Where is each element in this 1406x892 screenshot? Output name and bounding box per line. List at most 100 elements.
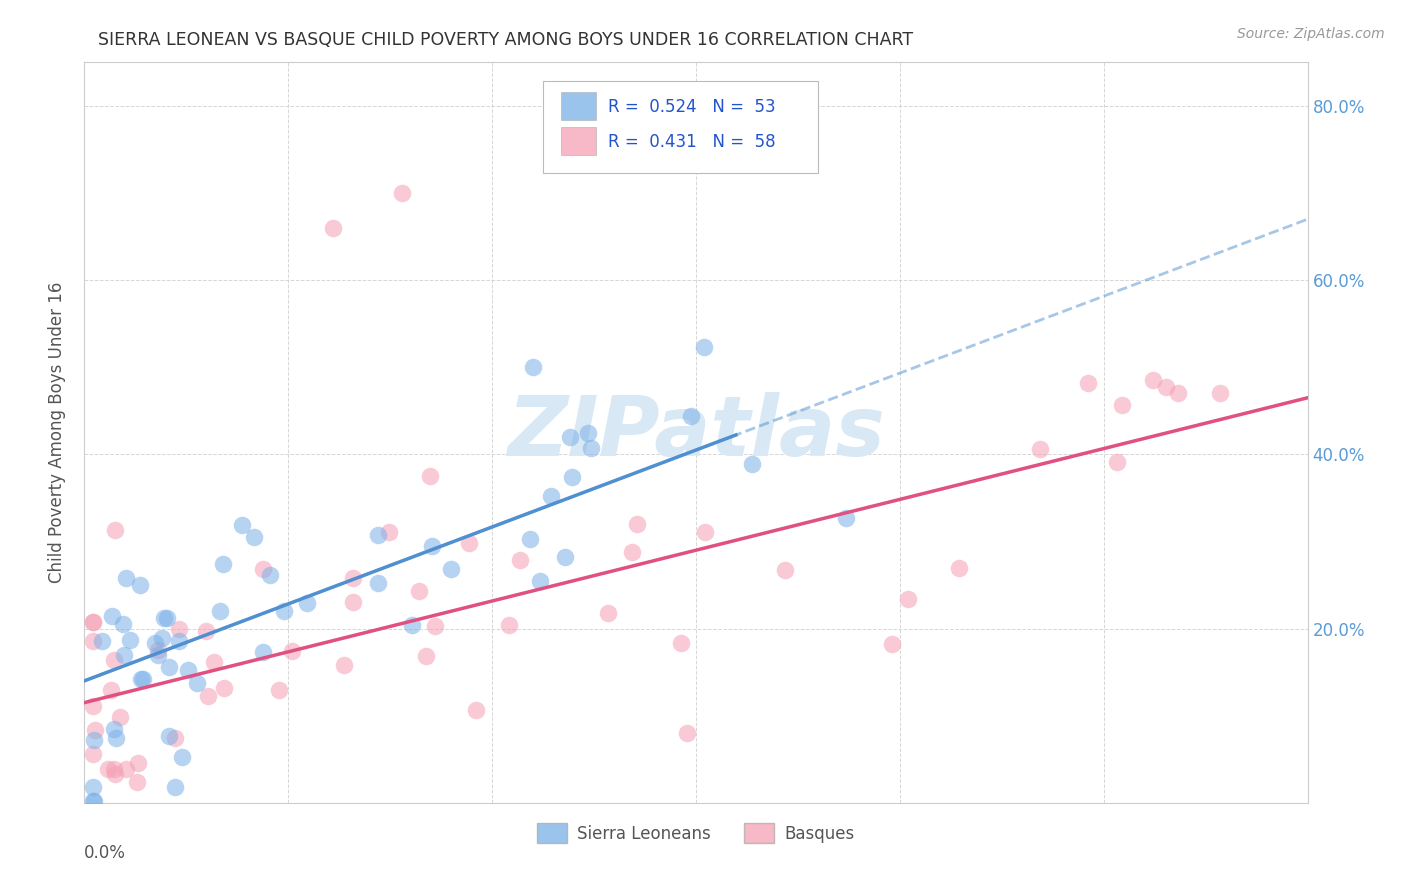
Point	[669, 636, 692, 650]
Text: SIERRA LEONEAN VS BASQUE CHILD POVERTY AMONG BOYS UNDER 16 CORRELATION CHART: SIERRA LEONEAN VS BASQUE CHILD POVERTY A…	[98, 31, 914, 49]
Point	[83, 794, 105, 808]
Point	[197, 689, 219, 703]
Point	[103, 762, 125, 776]
Point	[83, 732, 105, 747]
Point	[82, 747, 104, 761]
Point	[342, 571, 364, 585]
Text: 0.0%: 0.0%	[84, 844, 127, 862]
Point	[186, 676, 208, 690]
Point	[948, 560, 970, 574]
Point	[208, 604, 231, 618]
Point	[157, 729, 180, 743]
Point	[522, 360, 544, 375]
Point	[103, 767, 125, 781]
Point	[84, 723, 107, 737]
Point	[157, 660, 180, 674]
Point	[1154, 380, 1177, 394]
Point	[112, 648, 135, 663]
Point	[626, 516, 648, 531]
Point	[693, 524, 716, 539]
Point	[100, 683, 122, 698]
Point	[1209, 386, 1232, 401]
Point	[425, 619, 447, 633]
Point	[152, 611, 174, 625]
Point	[169, 622, 191, 636]
Point	[82, 794, 104, 808]
Point	[167, 634, 190, 648]
Point	[163, 780, 186, 795]
Point	[273, 604, 295, 618]
Point	[115, 571, 138, 585]
Point	[110, 709, 132, 723]
Point	[82, 780, 104, 795]
Point	[835, 511, 858, 525]
Point	[82, 699, 104, 714]
Point	[212, 681, 235, 695]
Point	[457, 536, 479, 550]
Point	[420, 540, 443, 554]
Point	[170, 750, 193, 764]
Point	[561, 470, 583, 484]
Point	[378, 525, 401, 540]
Point	[509, 553, 531, 567]
Point	[252, 561, 274, 575]
Point	[204, 655, 226, 669]
Point	[621, 544, 644, 558]
Point	[342, 594, 364, 608]
Bar	[561, 92, 596, 120]
Point	[880, 637, 903, 651]
Point	[529, 574, 551, 589]
Bar	[561, 127, 596, 155]
Y-axis label: Child Poverty Among Boys Under 16: Child Poverty Among Boys Under 16	[48, 282, 66, 583]
Point	[741, 457, 763, 471]
Point	[1142, 373, 1164, 387]
Point	[103, 722, 125, 736]
Point	[554, 550, 576, 565]
Legend: Sierra Leoneans, Basques: Sierra Leoneans, Basques	[530, 816, 862, 850]
Point	[101, 608, 124, 623]
Point	[131, 672, 153, 686]
Point	[165, 731, 187, 745]
Point	[125, 774, 148, 789]
Point	[114, 762, 136, 776]
Point	[267, 682, 290, 697]
Point	[252, 645, 274, 659]
Point	[367, 528, 389, 542]
Text: Source: ZipAtlas.com: Source: ZipAtlas.com	[1237, 27, 1385, 41]
Point	[212, 558, 235, 572]
Point	[82, 615, 104, 629]
Point	[415, 649, 437, 664]
Point	[367, 576, 389, 591]
Point	[194, 624, 217, 639]
Point	[127, 756, 149, 770]
Point	[897, 592, 920, 607]
Point	[120, 632, 142, 647]
Point	[1105, 455, 1128, 469]
Point	[773, 563, 796, 577]
Point	[143, 636, 166, 650]
Text: R =  0.524   N =  53: R = 0.524 N = 53	[607, 98, 776, 116]
Point	[146, 643, 169, 657]
Point	[231, 518, 253, 533]
Point	[280, 644, 302, 658]
Point	[408, 583, 430, 598]
Point	[259, 568, 281, 582]
Point	[693, 340, 716, 354]
Point	[90, 634, 112, 648]
Point	[1077, 376, 1099, 390]
Point	[295, 596, 318, 610]
Point	[519, 532, 541, 546]
Point	[82, 634, 104, 648]
Point	[576, 425, 599, 440]
Point	[105, 731, 128, 745]
Point	[1028, 442, 1050, 456]
Point	[676, 726, 699, 740]
Point	[177, 663, 200, 677]
Text: ZIPatlas: ZIPatlas	[508, 392, 884, 473]
Point	[111, 617, 134, 632]
Point	[498, 618, 520, 632]
Point	[82, 615, 104, 629]
Point	[681, 409, 703, 423]
Point	[558, 430, 581, 444]
Point	[150, 632, 173, 646]
